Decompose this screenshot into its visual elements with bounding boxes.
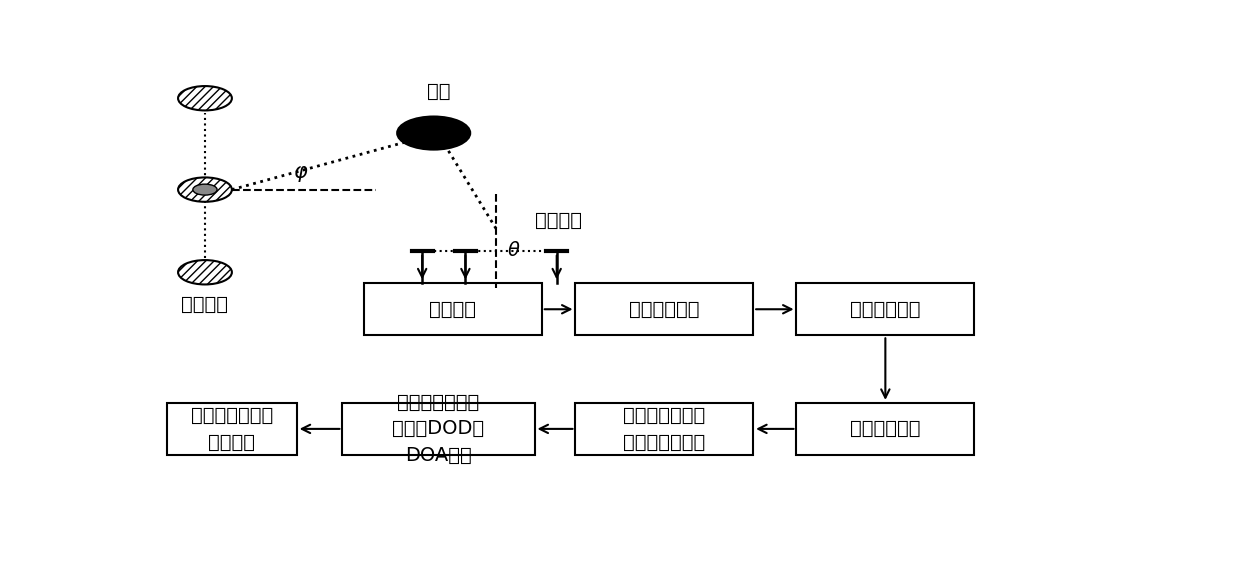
- Text: 对增广张量进行
高阶奇异值分解: 对增广张量进行 高阶奇异值分解: [624, 406, 706, 451]
- Text: 提取选择矩阵: 提取选择矩阵: [629, 300, 699, 319]
- Text: 构造增广张量: 构造增广张量: [851, 419, 920, 438]
- Text: 去除互耦影响: 去除互耦影响: [851, 300, 920, 319]
- Bar: [167, 403, 296, 455]
- Text: φ: φ: [294, 162, 308, 182]
- Text: 接收阵列: 接收阵列: [534, 211, 582, 229]
- Bar: [365, 283, 542, 336]
- Text: 实现对多目标的
角度估计: 实现对多目标的 角度估计: [191, 406, 273, 451]
- Ellipse shape: [179, 177, 232, 202]
- Text: 匹配滤波: 匹配滤波: [429, 300, 476, 319]
- Text: 发射阵列: 发射阵列: [181, 295, 228, 314]
- Ellipse shape: [179, 260, 232, 284]
- Bar: [796, 403, 975, 455]
- Bar: [575, 283, 753, 336]
- Text: θ: θ: [507, 241, 520, 260]
- Bar: [796, 283, 975, 336]
- Ellipse shape: [179, 86, 232, 110]
- Ellipse shape: [397, 116, 470, 150]
- Text: 目标: 目标: [427, 82, 450, 101]
- Bar: [342, 403, 534, 455]
- Bar: [575, 403, 753, 455]
- Ellipse shape: [193, 184, 217, 195]
- Text: 利用旋转不变因
子进行DOD与
DOA估计: 利用旋转不变因 子进行DOD与 DOA估计: [392, 393, 485, 465]
